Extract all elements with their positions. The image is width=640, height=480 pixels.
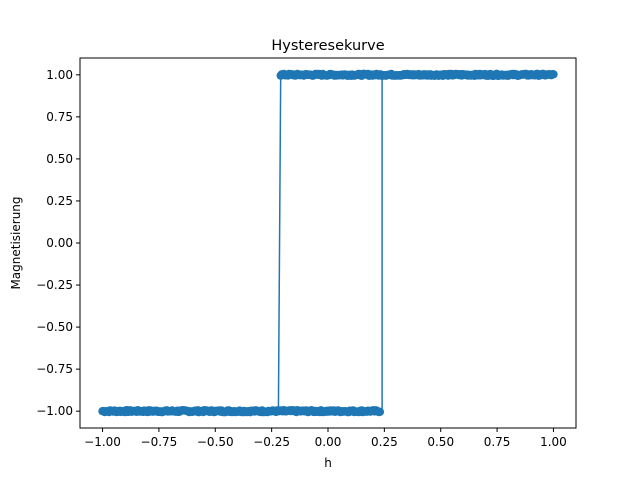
data-point (549, 70, 558, 79)
y-tick-label: 0.25 (46, 194, 73, 208)
x-axis-label: h (324, 456, 332, 470)
y-tick-label: 0.75 (46, 110, 73, 124)
chart-title: Hysteresekurve (271, 38, 384, 54)
y-axis-label: Magnetisierung (9, 196, 23, 289)
data-point (375, 407, 385, 416)
series-upper-markers (276, 69, 558, 81)
x-tick-label: −0.75 (141, 435, 178, 449)
y-tick-label: −0.50 (36, 320, 73, 334)
y-tick-label: 0.50 (46, 152, 73, 166)
x-tick-label: −1.00 (84, 435, 121, 449)
x-tick-label: −0.25 (253, 435, 290, 449)
y-tick-label: 1.00 (46, 68, 73, 82)
y-tick-label: −0.25 (36, 278, 73, 292)
x-tick-label: 0.50 (427, 435, 454, 449)
y-tick-label: 0.00 (46, 236, 73, 250)
x-tick-label: 1.00 (540, 435, 567, 449)
x-tick-label: 0.25 (371, 435, 398, 449)
x-tick-label: 0.00 (315, 435, 342, 449)
y-tick-label: −1.00 (36, 404, 73, 418)
x-tick-label: −0.50 (197, 435, 234, 449)
y-tick-label: −0.75 (36, 362, 73, 376)
series-lower-markers (98, 406, 385, 417)
x-tick-label: 0.75 (484, 435, 511, 449)
